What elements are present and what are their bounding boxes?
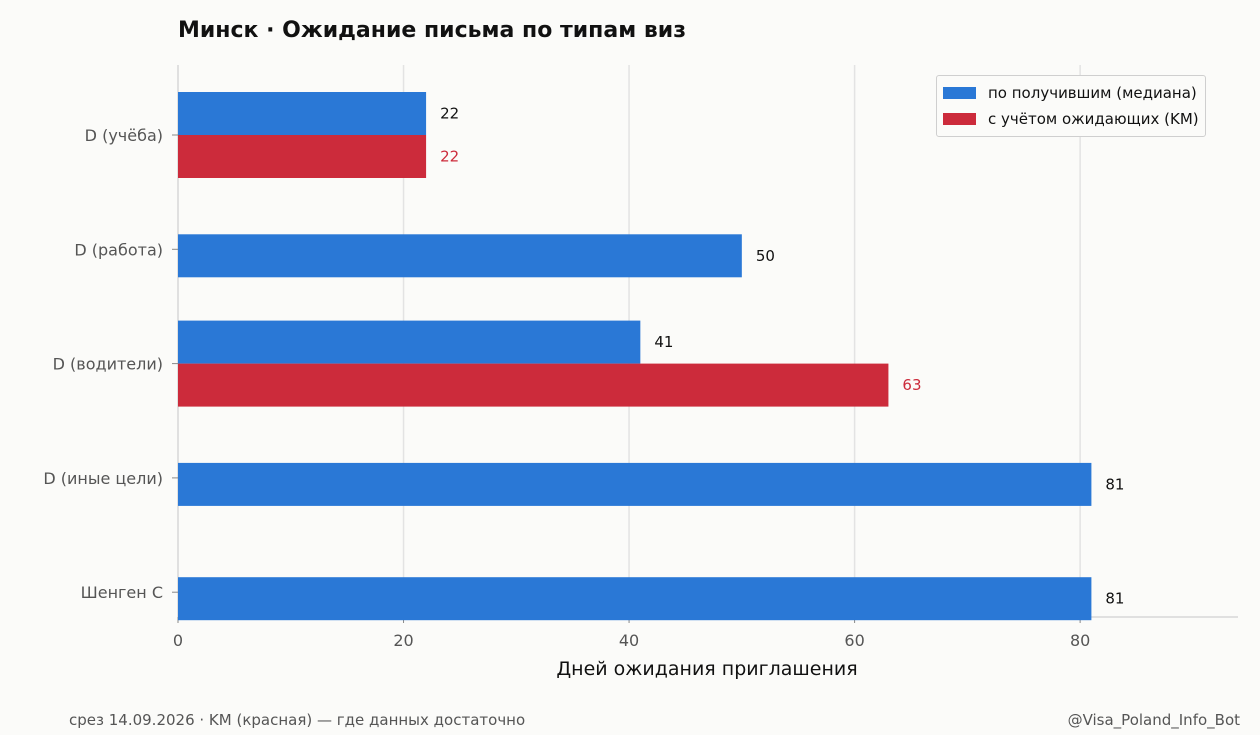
legend: по получившим (медиана) с учётом ожидающ… — [936, 75, 1206, 137]
chart-title: Минск · Ожидание письма по типам виз — [178, 18, 686, 43]
legend-swatch-median — [943, 87, 976, 99]
bar — [178, 462, 1092, 506]
bar — [178, 363, 889, 407]
footer-note: срез 14.09.2026 · KM (красная) — где дан… — [69, 711, 526, 729]
data-label: 81 — [1105, 590, 1124, 608]
y-tick-label: D (иные цели) — [43, 469, 163, 488]
legend-swatch-km — [943, 113, 976, 125]
legend-item-km: с учётом ожидающих (KM) — [943, 106, 1199, 132]
footer-credit: @Visa_Poland_Info_Bot — [1067, 711, 1240, 729]
y-tick-label: D (работа) — [74, 240, 163, 259]
data-label: 41 — [654, 333, 673, 351]
data-labels: 22 22 50 41 63 81 81 — [440, 105, 1124, 608]
x-tick-label: 40 — [619, 631, 639, 650]
data-label: 50 — [756, 247, 775, 265]
legend-label-median: по получившим (медиана) — [988, 84, 1197, 102]
bar — [178, 234, 742, 278]
y-tick-label: D (водители) — [53, 355, 163, 374]
x-tick-label: 20 — [393, 631, 413, 650]
bars — [178, 92, 1092, 621]
x-tick-label: 60 — [844, 631, 864, 650]
y-tick-label: Шенген С — [81, 583, 163, 602]
bar — [178, 92, 427, 135]
x-tick-label: 80 — [1070, 631, 1090, 650]
y-tick-label: D (учёба) — [85, 126, 163, 145]
x-axis-title: Дней ожидания приглашения — [556, 658, 857, 680]
bar — [178, 135, 427, 178]
data-label: 22 — [440, 105, 459, 123]
bar — [178, 320, 641, 364]
legend-item-median: по получившим (медиана) — [943, 80, 1199, 106]
x-tick-label: 0 — [173, 631, 183, 650]
bar — [178, 577, 1092, 621]
legend-label-km: с учётом ожидающих (KM) — [988, 110, 1199, 128]
data-label: 81 — [1105, 475, 1124, 493]
data-label: 22 — [440, 148, 459, 166]
data-label: 63 — [902, 376, 921, 394]
